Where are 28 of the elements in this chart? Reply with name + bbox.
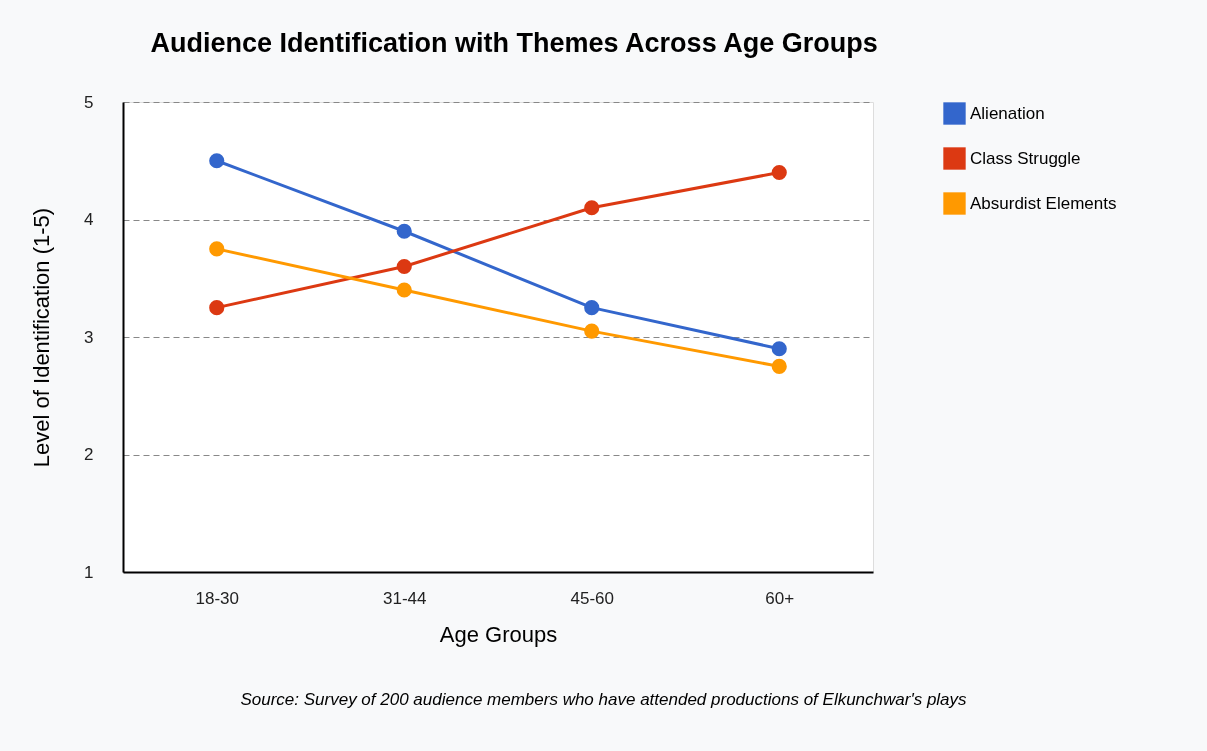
point (396, 282, 412, 298)
point (771, 358, 787, 374)
point (209, 300, 225, 316)
point (771, 164, 787, 181)
legend-label: Absurdist Elements (970, 193, 1117, 213)
x-tick-label: 60+ (765, 588, 795, 608)
x-tick-label: 18-30 (195, 588, 239, 608)
point (584, 200, 600, 216)
point (209, 153, 225, 169)
point (584, 300, 600, 316)
y-tick-label: 4 (84, 210, 94, 229)
x-tick-label: 31-44 (383, 588, 427, 608)
y-tick-label: 3 (84, 327, 94, 347)
y-tick-label: 2 (84, 445, 94, 464)
legend-label: Alienation (970, 103, 1045, 123)
x-tick-label: 45-60 (570, 588, 614, 608)
point (584, 323, 600, 339)
point (396, 223, 412, 239)
x-axis-title: Age Groups (439, 621, 558, 647)
point (396, 258, 412, 275)
y-tick-label: 5 (84, 92, 94, 112)
point (771, 341, 787, 357)
point (209, 241, 225, 257)
y-axis-title: Level of Identification (1-5) (29, 207, 55, 468)
source-note: Source: Survey of 200 audience members who have attended productions of Elkunchwar's plays (239, 690, 968, 710)
legend-label: Class Struggle (970, 148, 1081, 168)
chart-title: Audience Identification with Themes Across Age Groups (150, 28, 878, 58)
y-tick-label: 1 (84, 562, 94, 582)
